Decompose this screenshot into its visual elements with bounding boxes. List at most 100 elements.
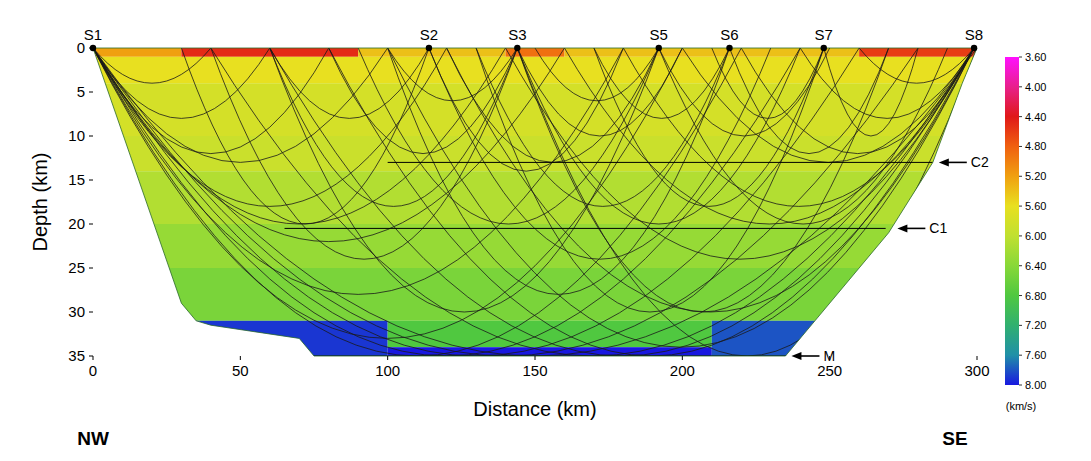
ray-path	[93, 48, 859, 356]
ray-path	[93, 48, 800, 356]
x-tick	[387, 356, 388, 360]
y-tick	[89, 48, 93, 49]
ray-path	[181, 48, 429, 224]
boundary-line	[285, 228, 886, 229]
ray-path	[270, 48, 518, 206]
boundary-label: C1	[929, 220, 947, 236]
ray-path	[429, 48, 623, 171]
velocity-cell	[93, 321, 388, 356]
velocity-cell	[93, 171, 977, 224]
colorbar-tick	[1019, 295, 1022, 296]
velocity-cell	[181, 48, 358, 57]
ray-path	[741, 48, 974, 154]
ray-path	[93, 48, 329, 154]
y-tick-label: 25	[68, 259, 85, 276]
velocity-cell	[93, 48, 181, 57]
y-tick-label: 30	[68, 303, 85, 320]
ray-path	[329, 48, 974, 356]
colorbar	[1005, 57, 1019, 385]
y-tick-label: 15	[68, 171, 85, 188]
station-marker	[426, 45, 432, 51]
boundary-arrowhead	[897, 224, 907, 232]
ray-path	[712, 48, 824, 118]
velocity-cell	[93, 57, 977, 83]
ray-path	[270, 48, 429, 118]
ray-path	[388, 48, 730, 294]
boundary-label: C2	[971, 154, 989, 170]
direction-label: NW	[77, 428, 109, 449]
y-tick	[89, 136, 93, 137]
colorbar-tick	[1019, 116, 1022, 117]
station-label: S8	[965, 26, 983, 43]
colorbar-tick-label: 5.20	[1025, 170, 1046, 182]
colorbar-tick-label: 4.80	[1025, 140, 1046, 152]
ray-path	[517, 48, 800, 224]
y-tick	[89, 92, 93, 93]
colorbar-tick-label: 6.80	[1025, 290, 1046, 302]
y-tick-label: 10	[68, 127, 85, 144]
ray-path	[93, 48, 741, 356]
ray-path	[388, 48, 974, 347]
ray-path	[388, 48, 518, 101]
station-label: S3	[508, 26, 526, 43]
colorbar-tick	[1019, 146, 1022, 147]
y-tick	[89, 180, 93, 181]
ray-path	[447, 48, 659, 162]
ray-path	[682, 48, 974, 162]
ray-path	[429, 48, 771, 259]
colorbar-tick	[1019, 86, 1022, 87]
ray-path	[211, 48, 517, 259]
ray-path	[824, 48, 918, 136]
x-axis-label: Distance (km)	[473, 398, 596, 420]
velocity-cell	[93, 268, 977, 321]
direction-label: SE	[942, 428, 967, 449]
colorbar-tick	[1019, 176, 1022, 177]
colorbar-tick-label: 6.40	[1025, 260, 1046, 272]
ray-path	[659, 48, 830, 136]
figure: C2C1MS1S2S3S5S6S7S8050100150200250300051…	[0, 0, 1091, 461]
ray-path	[270, 48, 659, 312]
coverage-outline	[93, 48, 977, 356]
station-label: S6	[720, 26, 738, 43]
station-label: S5	[650, 26, 668, 43]
y-tick	[89, 268, 93, 269]
ray-path	[506, 48, 975, 259]
x-tick-label: 50	[232, 362, 249, 379]
ray-path	[517, 48, 682, 136]
y-tick-label: 0	[77, 39, 85, 56]
colorbar-tick-label: 7.20	[1025, 319, 1046, 331]
x-tick	[682, 356, 683, 360]
boundary-line	[388, 162, 933, 163]
colorbar-tick	[1019, 57, 1022, 58]
station-marker	[821, 45, 827, 51]
colorbar-tick	[1019, 206, 1022, 207]
x-tick-label: 200	[670, 362, 695, 379]
colorbar-tick-label: 8.00	[1025, 379, 1046, 391]
ray-path	[93, 48, 918, 356]
station-marker	[726, 45, 732, 51]
velocity-cell	[93, 83, 977, 136]
colorbar-tick-label: 6.00	[1025, 230, 1046, 242]
ray-path	[93, 48, 388, 162]
colorbar-tick	[1019, 385, 1022, 386]
x-tick	[977, 356, 978, 360]
y-tick	[89, 312, 93, 313]
ray-path	[270, 48, 974, 356]
x-tick-label: 150	[522, 362, 547, 379]
x-tick	[240, 356, 241, 360]
station-marker	[971, 45, 977, 51]
colorbar-label: (km/s)	[1006, 400, 1037, 412]
colorbar-tick	[1019, 235, 1022, 236]
velocity-cell	[93, 136, 977, 171]
ray-path	[476, 48, 824, 312]
station-label: S2	[420, 26, 438, 43]
x-tick-label: 100	[375, 362, 400, 379]
station-marker	[514, 45, 520, 51]
x-tick	[829, 356, 830, 360]
y-tick	[89, 356, 93, 357]
y-tick-label: 35	[68, 347, 85, 364]
y-tick	[89, 224, 93, 225]
colorbar-tick	[1019, 265, 1022, 266]
ray-path	[211, 48, 974, 356]
colorbar-tick-label: 4.40	[1025, 111, 1046, 123]
